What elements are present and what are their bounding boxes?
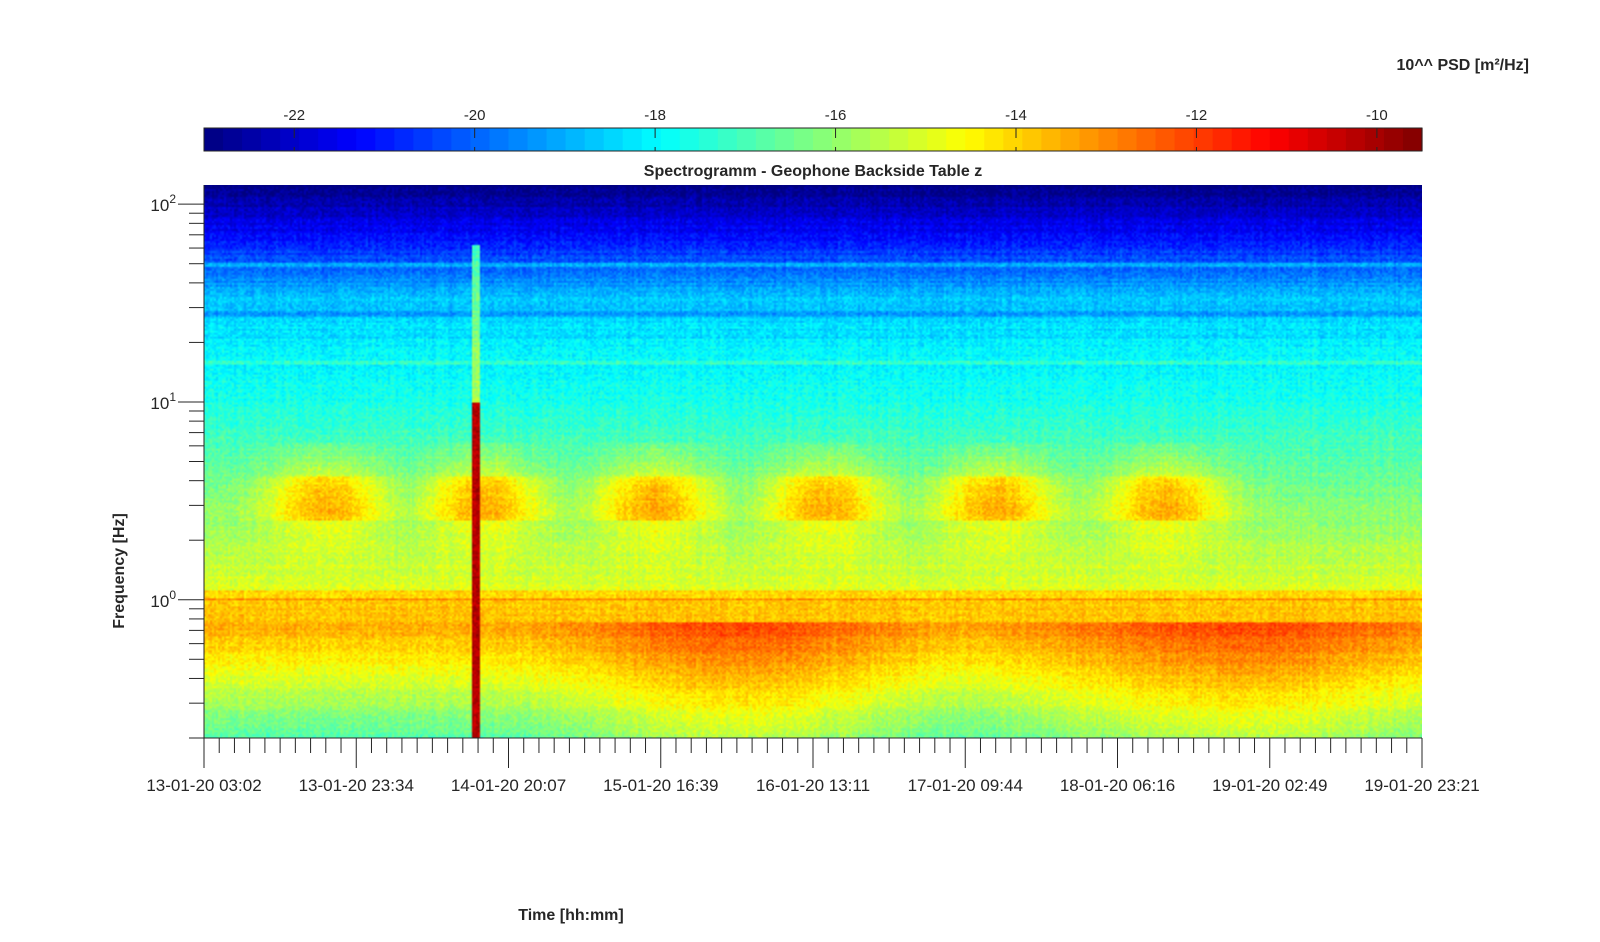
colorbar-cell: [1174, 128, 1195, 151]
x-axis: 13-01-20 03:02 13-01-20 23:34 14-01-20 20:…: [146, 737, 1480, 795]
colorbar-cell: [546, 128, 567, 151]
colorbar-cell: [660, 128, 681, 151]
colorbar-cell: [641, 128, 662, 151]
colorbar-cell: [451, 128, 472, 151]
colorbar-cell: [755, 128, 776, 151]
colorbar-cell: [1402, 128, 1423, 151]
colorbar-cell: [299, 128, 319, 151]
colorbar-cell: [1212, 128, 1233, 151]
colorbar-cell: [1136, 128, 1157, 151]
colorbar-cell: [318, 128, 338, 151]
colorbar-cell: [1155, 128, 1176, 151]
colorbar-cell: [1307, 128, 1328, 151]
colorbar-cell: [242, 128, 262, 151]
colorbar-cell: [280, 128, 300, 151]
colorbar-cell: [432, 128, 453, 151]
colorbar-cell: [679, 128, 700, 151]
colorbar-cell: [1345, 128, 1366, 151]
colorbar-cell: [793, 128, 814, 151]
colorbar-cell: [1383, 128, 1404, 151]
spectrogram-image: [204, 185, 1422, 738]
colorbar-cell: [565, 128, 586, 151]
colorbar-cell: [1269, 128, 1290, 151]
colorbar-cell: [1364, 128, 1385, 151]
colorbar-cell: [1231, 128, 1252, 151]
x-axis-label: Time [hh:mm]: [518, 907, 623, 924]
colorbar-cell: [489, 128, 510, 151]
colorbar-cell: [261, 128, 281, 151]
x-tick-label: 16-01-20 13:11: [756, 776, 870, 795]
colorbar-cell: [1003, 128, 1023, 151]
colorbar-tick-label: -12: [1186, 107, 1208, 124]
colorbar-cell: [908, 128, 928, 151]
colorbar-cell: [603, 128, 624, 151]
colorbar-cell: [965, 128, 985, 151]
colorbar-tick-label: -10: [1366, 107, 1388, 124]
colorbar-cell: [356, 128, 376, 151]
y-tick-label: 101: [150, 390, 176, 413]
colorbar-cell: [774, 128, 795, 151]
colorbar-cell: [375, 128, 395, 151]
y-tick-label: 102: [150, 192, 176, 215]
x-tick-label: 14-01-20 20:07: [451, 776, 566, 795]
colorbar-cell: [1060, 128, 1081, 151]
colorbar-cell: [736, 128, 757, 151]
colorbar-label: 10^^ PSD [m²/Hz]: [1397, 57, 1529, 74]
plot-area: [204, 185, 1422, 738]
colorbar-cell: [717, 128, 738, 151]
x-tick-label: 13-01-20 03:02: [146, 776, 261, 795]
colorbar-cell: [946, 128, 966, 151]
colorbar-cell: [870, 128, 890, 151]
x-tick-label: 18-01-20 06:16: [1060, 776, 1175, 795]
chart-title: Spectrogramm - Geophone Backside Table z: [644, 163, 982, 180]
y-axis: 100 101 102: [150, 185, 205, 739]
colorbar-cell: [1288, 128, 1309, 151]
colorbar-cell: [622, 128, 643, 151]
colorbar-tick-label: -20: [464, 107, 486, 124]
x-tick-label: 19-01-20 02:49: [1212, 776, 1327, 795]
colorbar-cell: [337, 128, 357, 151]
colorbar-cell: [394, 128, 414, 151]
colorbar-cell: [508, 128, 529, 151]
colorbar-cell: [1041, 128, 1062, 151]
colorbar-tick-label: -14: [1005, 107, 1027, 124]
colorbar-cell: [927, 128, 947, 151]
colorbar-cell: [1250, 128, 1271, 151]
colorbar-cell: [1079, 128, 1100, 151]
colorbar-cell: [584, 128, 605, 151]
colorbar-cell: [527, 128, 548, 151]
y-axis-label: Frequency [Hz]: [111, 513, 128, 629]
colorbar-cell: [832, 128, 852, 151]
colorbar-tick-label: -16: [825, 107, 847, 124]
colorbar-cell: [851, 128, 871, 151]
x-tick-label: 13-01-20 23:34: [299, 776, 414, 795]
colorbar-gradient: [204, 128, 1423, 151]
colorbar-cell: [813, 128, 833, 151]
colorbar-cell: [470, 128, 491, 151]
colorbar-cell: [984, 128, 1004, 151]
colorbar-cell: [1117, 128, 1138, 151]
colorbar-cell: [1022, 128, 1042, 151]
colorbar-cell: [1193, 128, 1214, 151]
colorbar-cell: [413, 128, 433, 151]
colorbar-cell: [223, 128, 243, 151]
colorbar: -22 -20 -18 -16 -14 -12 -10 10^^ PSD [m²/Hz]: [203, 57, 1529, 152]
x-tick-label: 19-01-20 23:21: [1364, 776, 1479, 795]
colorbar-cell: [204, 128, 224, 151]
colorbar-cell: [1326, 128, 1347, 151]
colorbar-cell: [698, 128, 719, 151]
colorbar-frame: [203, 127, 1423, 152]
colorbar-cell: [1098, 128, 1119, 151]
colorbar-ticks: -22 -20 -18 -16 -14 -12 -10: [283, 107, 1388, 151]
colorbar-tick-label: -18: [644, 107, 666, 124]
x-tick-label: 15-01-20 16:39: [603, 776, 718, 795]
colorbar-tick-label: -22: [283, 107, 305, 124]
x-tick-label: 17-01-20 09:44: [908, 776, 1023, 795]
colorbar-cell: [889, 128, 909, 151]
y-tick-label: 100: [150, 588, 176, 611]
